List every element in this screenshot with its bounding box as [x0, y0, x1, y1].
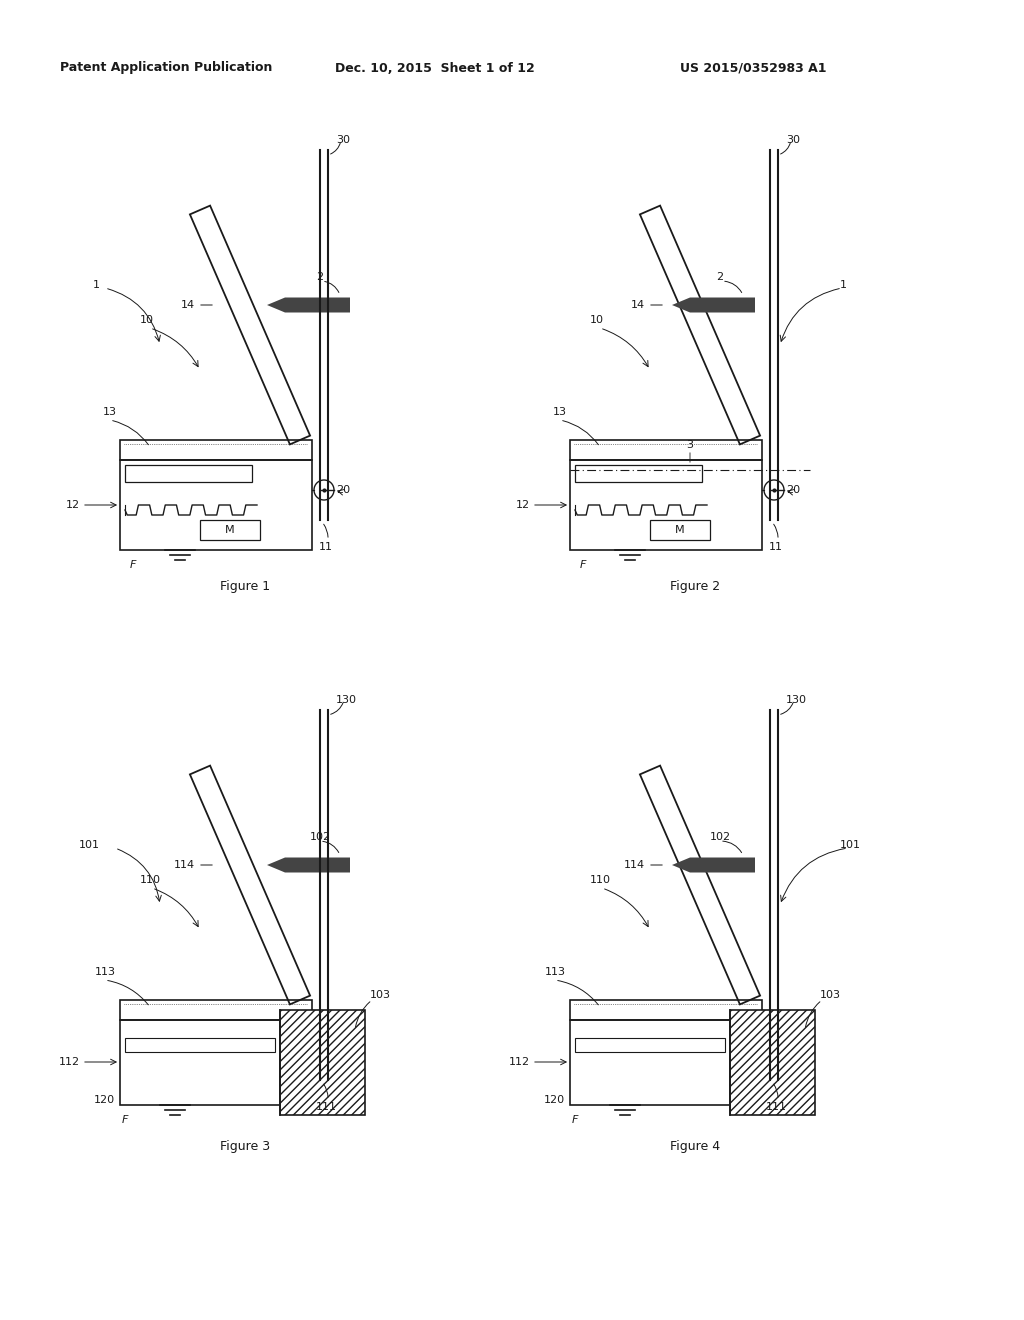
Text: 103: 103 — [820, 990, 841, 1001]
Text: 11: 11 — [769, 543, 783, 552]
Bar — [650, 520, 710, 540]
Text: 112: 112 — [509, 1057, 530, 1067]
Text: 12: 12 — [516, 500, 530, 510]
Bar — [125, 465, 252, 482]
Text: 102: 102 — [710, 832, 730, 842]
Text: Patent Application Publication: Patent Application Publication — [60, 62, 272, 74]
Text: 114: 114 — [624, 861, 645, 870]
FancyArrow shape — [672, 858, 755, 873]
Bar — [120, 459, 312, 550]
Text: 110: 110 — [590, 875, 611, 884]
FancyArrow shape — [672, 297, 755, 313]
Text: F: F — [122, 1115, 128, 1125]
Bar — [575, 1038, 725, 1052]
Text: 20: 20 — [336, 484, 350, 495]
Text: Figure 1: Figure 1 — [220, 579, 270, 593]
Bar — [570, 459, 762, 550]
FancyArrow shape — [267, 858, 350, 873]
Text: Dec. 10, 2015  Sheet 1 of 12: Dec. 10, 2015 Sheet 1 of 12 — [335, 62, 535, 74]
Text: 10: 10 — [140, 315, 154, 325]
Text: Figure 4: Figure 4 — [670, 1140, 720, 1152]
Text: 101: 101 — [79, 840, 100, 850]
Text: 110: 110 — [140, 875, 161, 884]
Text: 130: 130 — [336, 696, 357, 705]
Text: 20: 20 — [786, 484, 800, 495]
Text: Figure 2: Figure 2 — [670, 579, 720, 593]
Text: 12: 12 — [66, 500, 80, 510]
Text: 101: 101 — [840, 840, 861, 850]
Bar — [120, 1020, 280, 1105]
Text: 2: 2 — [717, 272, 724, 282]
FancyArrow shape — [267, 297, 350, 313]
Text: M: M — [225, 525, 234, 535]
Text: 13: 13 — [103, 407, 117, 417]
Bar — [570, 440, 762, 459]
Text: M: M — [675, 525, 685, 535]
Text: 102: 102 — [309, 832, 331, 842]
Text: 112: 112 — [58, 1057, 80, 1067]
Bar — [570, 1001, 762, 1020]
Text: 10: 10 — [590, 315, 604, 325]
Text: 14: 14 — [181, 300, 195, 310]
Text: 111: 111 — [315, 1102, 337, 1111]
Text: 120: 120 — [544, 1096, 565, 1105]
Text: F: F — [130, 560, 136, 570]
Text: US 2015/0352983 A1: US 2015/0352983 A1 — [680, 62, 826, 74]
Text: 113: 113 — [94, 968, 116, 977]
Text: 14: 14 — [631, 300, 645, 310]
Text: 111: 111 — [766, 1102, 786, 1111]
Bar — [730, 1010, 815, 1115]
Text: 1: 1 — [93, 280, 100, 290]
Bar — [125, 1038, 275, 1052]
Bar — [200, 520, 260, 540]
Text: Figure 3: Figure 3 — [220, 1140, 270, 1152]
Text: 13: 13 — [553, 407, 567, 417]
Text: 11: 11 — [319, 543, 333, 552]
Text: 30: 30 — [336, 135, 350, 145]
Text: F: F — [572, 1115, 579, 1125]
Text: 1: 1 — [840, 280, 847, 290]
Bar — [120, 1001, 312, 1020]
Text: 3: 3 — [686, 440, 693, 450]
Bar — [120, 440, 312, 459]
Bar — [575, 465, 702, 482]
Text: 30: 30 — [786, 135, 800, 145]
Text: 120: 120 — [94, 1096, 115, 1105]
Text: 113: 113 — [545, 968, 565, 977]
Bar — [570, 1020, 730, 1105]
Text: F: F — [580, 560, 587, 570]
Text: 2: 2 — [316, 272, 324, 282]
Bar — [280, 1010, 365, 1115]
Text: 103: 103 — [370, 990, 391, 1001]
Text: 114: 114 — [174, 861, 195, 870]
Text: 130: 130 — [786, 696, 807, 705]
